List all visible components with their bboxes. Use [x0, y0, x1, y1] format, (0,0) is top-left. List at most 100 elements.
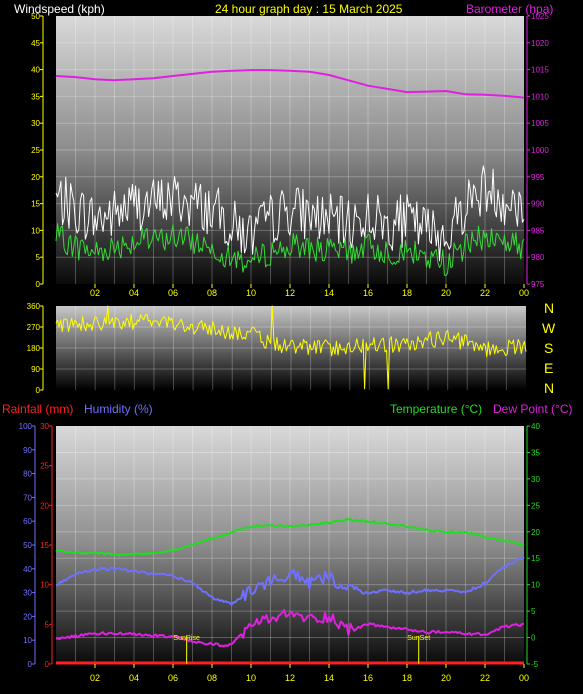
rainfall-tick-label: 0: [45, 660, 50, 669]
dewpoint-axis-title: Dew Point (°C): [493, 402, 573, 416]
graph-title: 24 hour graph day : 15 March 2025: [215, 2, 403, 16]
gust-series-line: [55, 165, 525, 262]
temperature-tick-label: 10: [531, 581, 540, 590]
humidity-axis-title: Humidity (%): [84, 402, 153, 416]
rainfall-tick-label: 25: [40, 462, 49, 471]
dewpoint-series-line: [55, 608, 525, 648]
temperature-tick-label: 0: [531, 634, 536, 643]
rainfall-tick-label: 10: [40, 581, 49, 590]
barometer-tick-label: 990: [531, 200, 545, 209]
x-tick-label: 10: [246, 673, 256, 683]
barometer-tick-label: 1025: [531, 12, 549, 21]
climate-panel: SunRise SunSet010203040506070809010005101…: [19, 422, 541, 683]
windspeed-tick-label: 50: [31, 12, 40, 21]
plot-area: [56, 16, 524, 284]
compass-label: W: [542, 320, 556, 336]
x-tick-label: 08: [207, 673, 217, 683]
temperature-axis-title: Temperature (°C): [390, 402, 483, 416]
x-tick-label: 06: [168, 673, 178, 683]
direction-tick-label: 90: [31, 365, 40, 374]
humidity-tick-label: 50: [23, 541, 32, 550]
x-tick-label: 00: [519, 673, 529, 683]
rainfall-tick-label: 30: [40, 422, 49, 431]
rainfall-axis-title: Rainfall (mm): [2, 402, 74, 416]
windspeed-tick-label: 45: [31, 39, 40, 48]
temperature-tick-label: 30: [531, 475, 540, 484]
humidity-tick-label: 40: [23, 565, 32, 574]
compass-label: S: [544, 340, 554, 356]
sunset-label: SunSet: [407, 635, 430, 642]
barometer-tick-label: 1015: [531, 66, 549, 75]
wind-barometer-panel: 0510152025303540455097598098599099510001…: [31, 12, 549, 298]
rainfall-tick-label: 20: [40, 501, 49, 510]
temperature-series-line: [55, 518, 525, 557]
x-tick-label: 18: [402, 673, 412, 683]
barometer-tick-label: 975: [531, 280, 545, 289]
windspeed-axis-title: Windspeed (kph): [14, 2, 105, 16]
x-tick-label: 00: [519, 288, 529, 298]
x-tick-label: 22: [480, 288, 490, 298]
barometer-tick-label: 1020: [531, 39, 549, 48]
windspeed-tick-label: 15: [31, 200, 40, 209]
windspeed-tick-label: 5: [36, 253, 41, 262]
compass-label: N: [544, 300, 555, 316]
plot-area: [56, 426, 524, 664]
x-tick-label: 20: [441, 673, 451, 683]
x-tick-label: 14: [324, 673, 334, 683]
compass-label: N: [544, 380, 555, 396]
x-tick-label: 18: [402, 288, 412, 298]
humidity-tick-label: 100: [19, 422, 33, 431]
x-tick-label: 10: [246, 288, 256, 298]
humidity-tick-label: 80: [23, 470, 32, 479]
humidity-tick-label: 30: [23, 589, 32, 598]
temperature-tick-label: 35: [531, 448, 540, 457]
rainfall-tick-label: 5: [45, 620, 50, 629]
direction-tick-label: 0: [36, 386, 41, 395]
humidity-tick-label: 60: [23, 517, 32, 526]
humidity-tick-label: 90: [23, 446, 32, 455]
humidity-series-line: [55, 556, 525, 606]
wind-direction-panel: 0 90 180 270 360: [27, 302, 527, 395]
temperature-tick-label: 40: [531, 422, 540, 431]
x-tick-label: 02: [90, 288, 100, 298]
x-tick-label: 22: [480, 673, 490, 683]
wind-direction-series-line: [55, 305, 527, 390]
temperature-tick-label: 25: [531, 501, 540, 510]
x-tick-label: 04: [129, 673, 139, 683]
compass-label: E: [544, 360, 554, 376]
barometer-tick-label: 1005: [531, 119, 549, 128]
plot-area: [56, 306, 526, 390]
humidity-tick-label: 0: [28, 660, 33, 669]
humidity-tick-label: 20: [23, 612, 32, 621]
x-tick-label: 04: [129, 288, 139, 298]
direction-tick-label: 180: [27, 344, 41, 353]
windspeed-tick-label: 25: [31, 146, 40, 155]
x-tick-label: 06: [168, 288, 178, 298]
barometer-tick-label: 980: [531, 253, 545, 262]
rainfall-tick-label: 15: [40, 541, 49, 550]
windspeed-tick-label: 10: [31, 226, 40, 235]
x-tick-label: 16: [363, 288, 373, 298]
barometer-series-line: [55, 69, 525, 99]
x-tick-label: 02: [90, 673, 100, 683]
humidity-tick-label: 10: [23, 636, 32, 645]
x-tick-label: 14: [324, 288, 334, 298]
windspeed-tick-label: 35: [31, 92, 40, 101]
barometer-axis-title: Barometer (hpa): [466, 2, 554, 16]
temperature-tick-label: -5: [531, 660, 539, 669]
sunrise-label: SunRise: [173, 635, 200, 642]
x-tick-label: 12: [285, 288, 295, 298]
windspeed-tick-label: 0: [36, 280, 41, 289]
windspeed-tick-label: 40: [31, 66, 40, 75]
temperature-tick-label: 15: [531, 554, 540, 563]
x-tick-label: 20: [441, 288, 451, 298]
x-tick-label: 16: [363, 673, 373, 683]
windspeed-tick-label: 30: [31, 119, 40, 128]
temperature-tick-label: 5: [531, 607, 536, 616]
barometer-tick-label: 1000: [531, 146, 549, 155]
barometer-tick-label: 985: [531, 226, 545, 235]
barometer-tick-label: 995: [531, 173, 545, 182]
x-tick-label: 08: [207, 288, 217, 298]
x-tick-label: 12: [285, 673, 295, 683]
